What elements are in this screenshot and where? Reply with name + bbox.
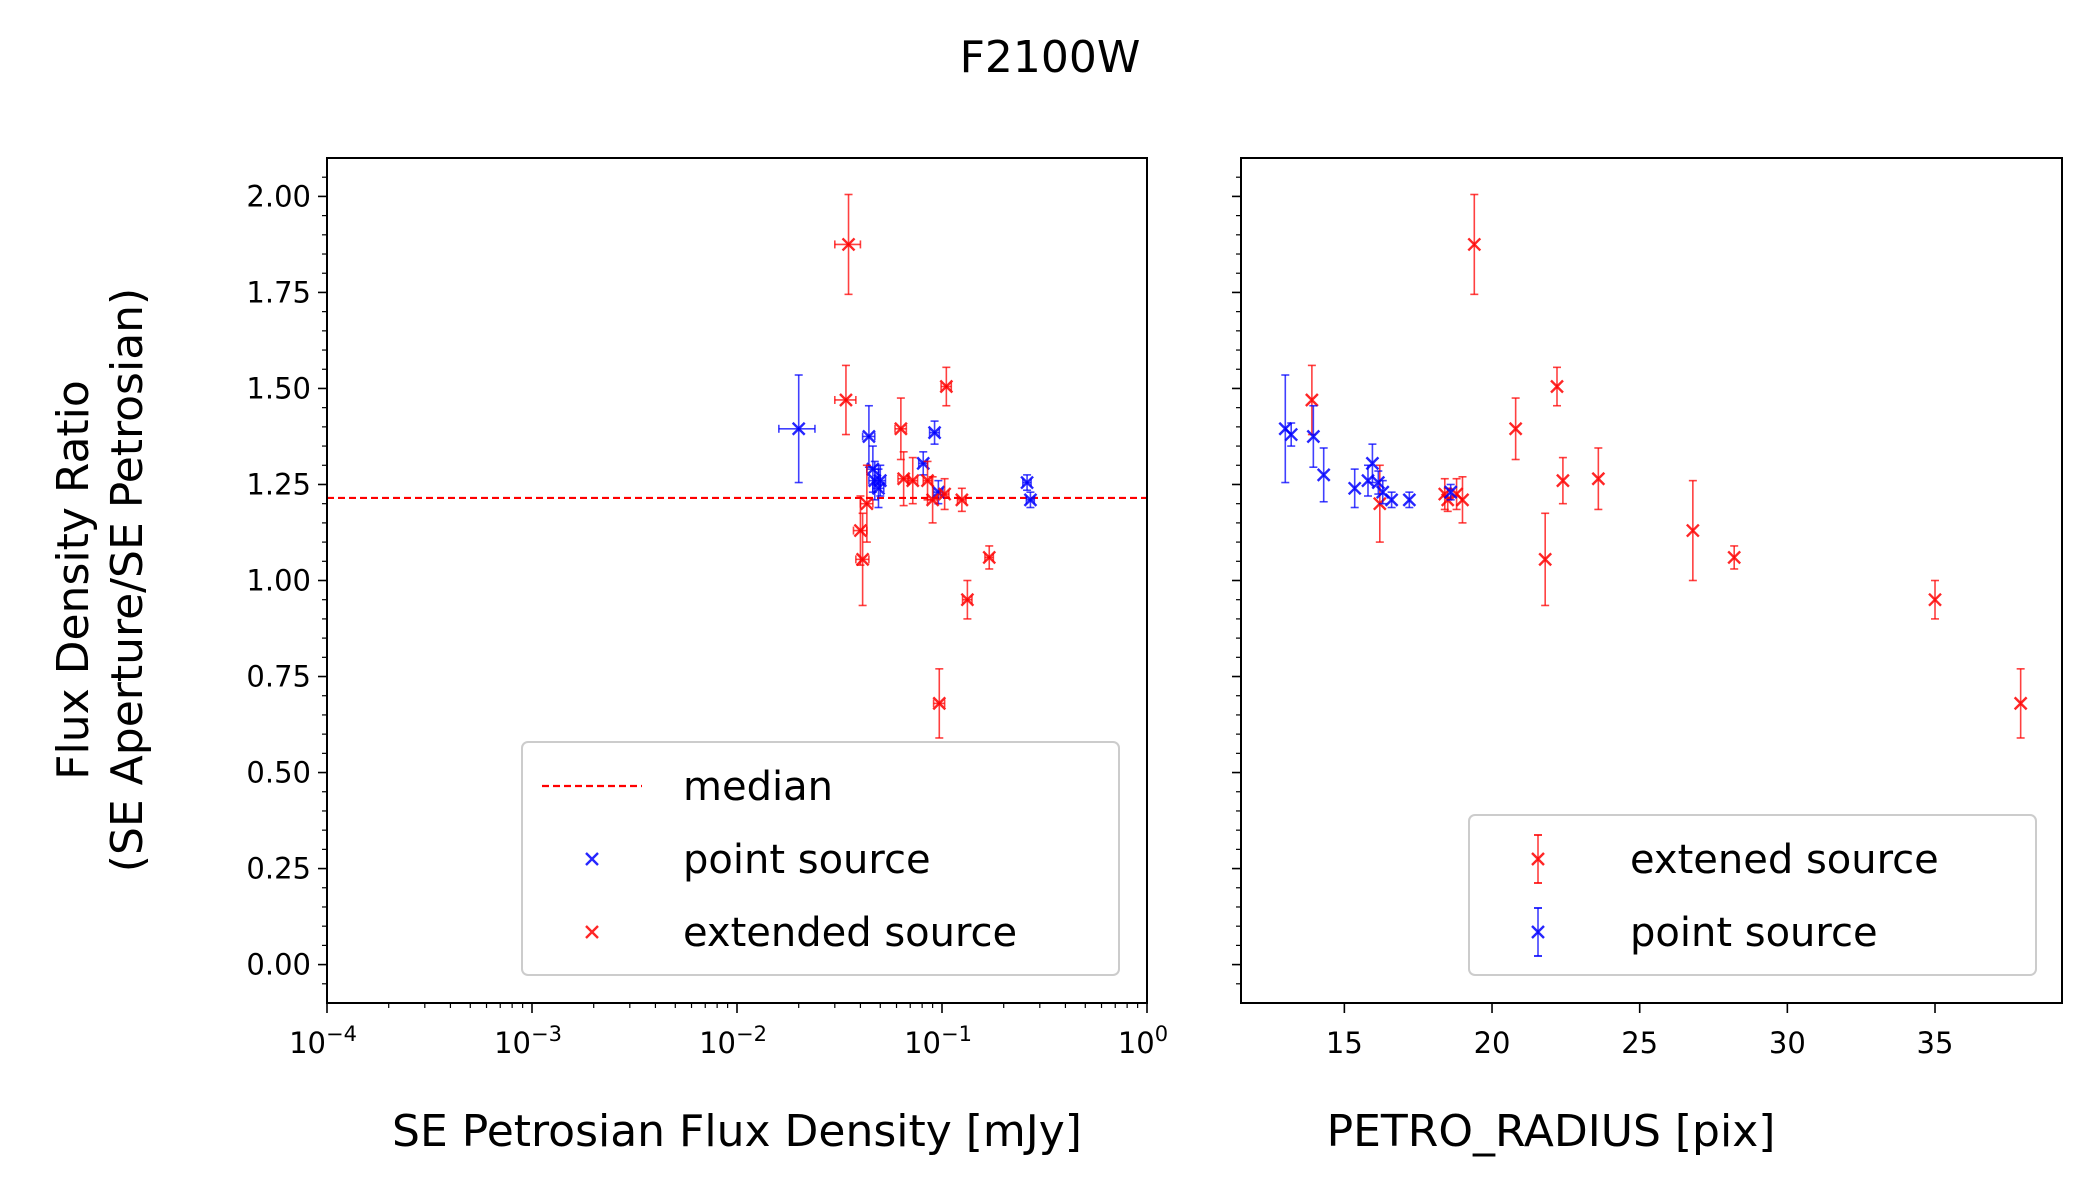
- left-point-marker: [960, 592, 975, 607]
- right-point-marker: [1686, 523, 1700, 538]
- left-point-marker: [1020, 475, 1034, 490]
- right-point-marker: [1284, 427, 1299, 442]
- left-point-marker: [853, 523, 868, 538]
- left-x-tick-label: 10−2: [699, 1022, 767, 1060]
- right-point-marker: [1347, 481, 1362, 496]
- legend-marker-swatch: [1531, 925, 1545, 939]
- left-point-marker: [860, 496, 874, 511]
- left-point-marker: [955, 492, 969, 507]
- right-legend: extened source point source: [1468, 814, 2037, 976]
- right-point-marker: [1538, 552, 1553, 567]
- legend-marker-swatch: [585, 852, 599, 866]
- left-x-tick-label: 10−3: [494, 1022, 562, 1060]
- left-point-marker: [939, 379, 954, 394]
- figure-title: F2100W: [960, 32, 1141, 83]
- left-y-tick-label: 0.50: [246, 756, 311, 790]
- left-x-tick-label: 10−4: [289, 1022, 357, 1060]
- left-y-tick-label: 1.75: [246, 275, 311, 309]
- left-y-tick-label: 0.25: [246, 852, 311, 886]
- right-point-marker: [1402, 492, 1417, 507]
- right-x-tick-label: 35: [1917, 1026, 1954, 1060]
- left-point-marker: [839, 393, 853, 407]
- left-x-axis-label: SE Petrosian Flux Density [mJy]: [392, 1106, 1082, 1157]
- left-point-marker: [894, 421, 908, 436]
- left-scatter-panel: 0.00 0.25 0.50 0.75 1.00 1.25 1.50 1.75 2.00 10−4…: [246, 157, 1168, 1060]
- left-point-marker: [925, 492, 940, 507]
- left-x-tick-label: 10−1: [904, 1022, 972, 1060]
- right-point-marker: [1443, 485, 1458, 500]
- right-point-marker: [1727, 550, 1742, 565]
- right-point-marker: [1455, 492, 1470, 507]
- right-axes-frame: [1240, 157, 2063, 1004]
- shared-y-label: Flux Density Ratio (SE Aperture/SE Petro…: [48, 288, 153, 872]
- right-point-marker: [1306, 429, 1321, 444]
- left-point-marker: [1023, 492, 1038, 507]
- left-y-tick-label: 1.50: [246, 371, 311, 405]
- right-point-marker: [1384, 492, 1399, 507]
- right-x-tick-label: 25: [1621, 1026, 1658, 1060]
- right-point-marker: [1316, 468, 1331, 482]
- left-y-tick-label: 1.25: [246, 467, 311, 501]
- left-legend: median point source extended source: [521, 741, 1120, 976]
- right-point-marker: [1365, 456, 1380, 471]
- left-point-marker: [927, 425, 942, 440]
- left-legend-label: point source: [683, 837, 931, 883]
- left-legend-box: [521, 741, 1120, 976]
- right-legend-label: extened source: [1630, 837, 1939, 883]
- right-point-marker: [1928, 592, 1942, 607]
- left-x-tick-label: 100: [1118, 1022, 1168, 1060]
- right-x-tick-label: 20: [1474, 1026, 1511, 1060]
- left-point-marker: [905, 473, 920, 488]
- left-point-marker: [932, 696, 947, 711]
- left-point-marker: [873, 473, 888, 488]
- right-x-tick-label: 30: [1769, 1026, 1806, 1060]
- left-point-marker: [937, 487, 952, 501]
- right-x-tick-label: 15: [1326, 1026, 1363, 1060]
- right-x-axis-label: PETRO_RADIUS [pix]: [1327, 1106, 1776, 1157]
- right-legend-label: point source: [1630, 910, 1878, 956]
- right-point-marker: [1591, 471, 1606, 486]
- right-point-marker: [1508, 421, 1523, 436]
- right-point-marker: [2013, 696, 2028, 711]
- right-legend-box: [1468, 814, 2037, 976]
- right-point-marker: [1556, 473, 1570, 488]
- left-y-tick-label: 1.00: [246, 564, 311, 598]
- right-point-marker: [1550, 379, 1564, 394]
- left-point-marker: [841, 237, 856, 252]
- left-axes-frame: [326, 157, 1148, 1004]
- left-point-marker: [855, 552, 870, 567]
- left-point-marker: [862, 429, 876, 444]
- left-legend-label: median: [683, 764, 833, 810]
- left-point-marker: [982, 550, 997, 565]
- left-y-tick-label: 0.75: [246, 660, 311, 694]
- right-point-marker: [1305, 393, 1319, 407]
- legend-marker-swatch: [1531, 852, 1545, 866]
- y-label-line-2: (SE Aperture/SE Petrosian): [102, 288, 153, 872]
- right-point-marker: [1467, 237, 1482, 252]
- left-y-tick-label: 0.00: [246, 948, 311, 982]
- legend-marker-swatch: [585, 925, 599, 939]
- y-label-line-1: Flux Density Ratio: [48, 380, 99, 780]
- left-point-marker: [791, 421, 806, 436]
- right-scatter-panel: 15 20 25 30 35 extened source point source: [1232, 157, 2063, 1060]
- left-y-tick-label: 2.00: [246, 179, 311, 213]
- left-legend-label: extended source: [683, 910, 1017, 956]
